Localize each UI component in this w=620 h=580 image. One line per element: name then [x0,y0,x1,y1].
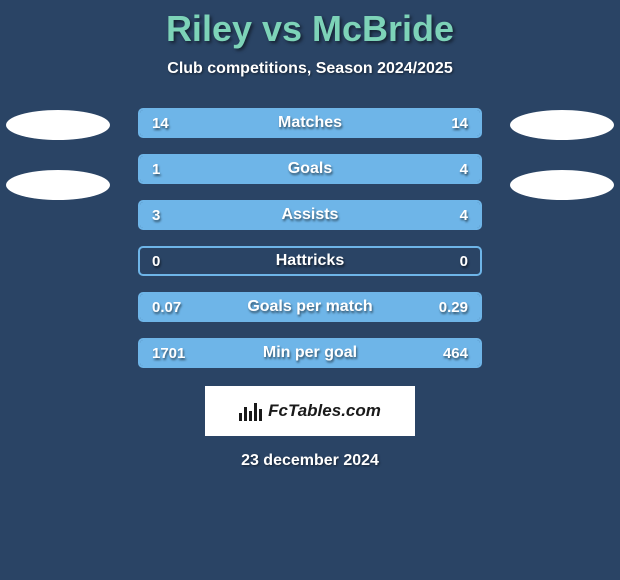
stat-label: Min per goal [140,340,480,366]
stat-value-right: 0 [460,248,468,274]
stat-bar: 3Assists4 [138,200,482,230]
stat-label: Goals [140,156,480,182]
stat-label: Matches [140,110,480,136]
footer-logo-text: FcTables.com [268,401,381,421]
bars-column: 14Matches14 1Goals4 3Assists4 0Hattricks0 0.… [138,108,482,368]
player-right-avatar-shadow [510,170,614,200]
player-left-avatar [6,110,110,140]
stat-value-right: 4 [460,202,468,228]
left-avatar-col [6,108,110,200]
stat-value-right: 4 [460,156,468,182]
stat-bar: 0Hattricks0 [138,246,482,276]
stat-bar: 14Matches14 [138,108,482,138]
stat-label: Goals per match [140,294,480,320]
page-subtitle: Club competitions, Season 2024/2025 [167,60,452,78]
bar-chart-icon [239,401,262,421]
stat-bar: 1Goals4 [138,154,482,184]
stat-bar: 0.07Goals per match0.29 [138,292,482,322]
stat-value-right: 14 [451,110,468,136]
player-left-avatar-shadow [6,170,110,200]
page-title: Riley vs McBride [166,8,454,50]
stat-bar: 1701Min per goal464 [138,338,482,368]
stat-value-right: 0.29 [439,294,468,320]
right-avatar-col [510,108,614,200]
main-container: Riley vs McBride Club competitions, Seas… [0,0,620,470]
player-right-avatar [510,110,614,140]
footer-date: 23 december 2024 [241,452,379,470]
footer-logo[interactable]: FcTables.com [205,386,415,436]
stat-label: Assists [140,202,480,228]
stats-area: 14Matches14 1Goals4 3Assists4 0Hattricks0 0.… [6,108,614,368]
stat-label: Hattricks [140,248,480,274]
stat-value-right: 464 [443,340,468,366]
